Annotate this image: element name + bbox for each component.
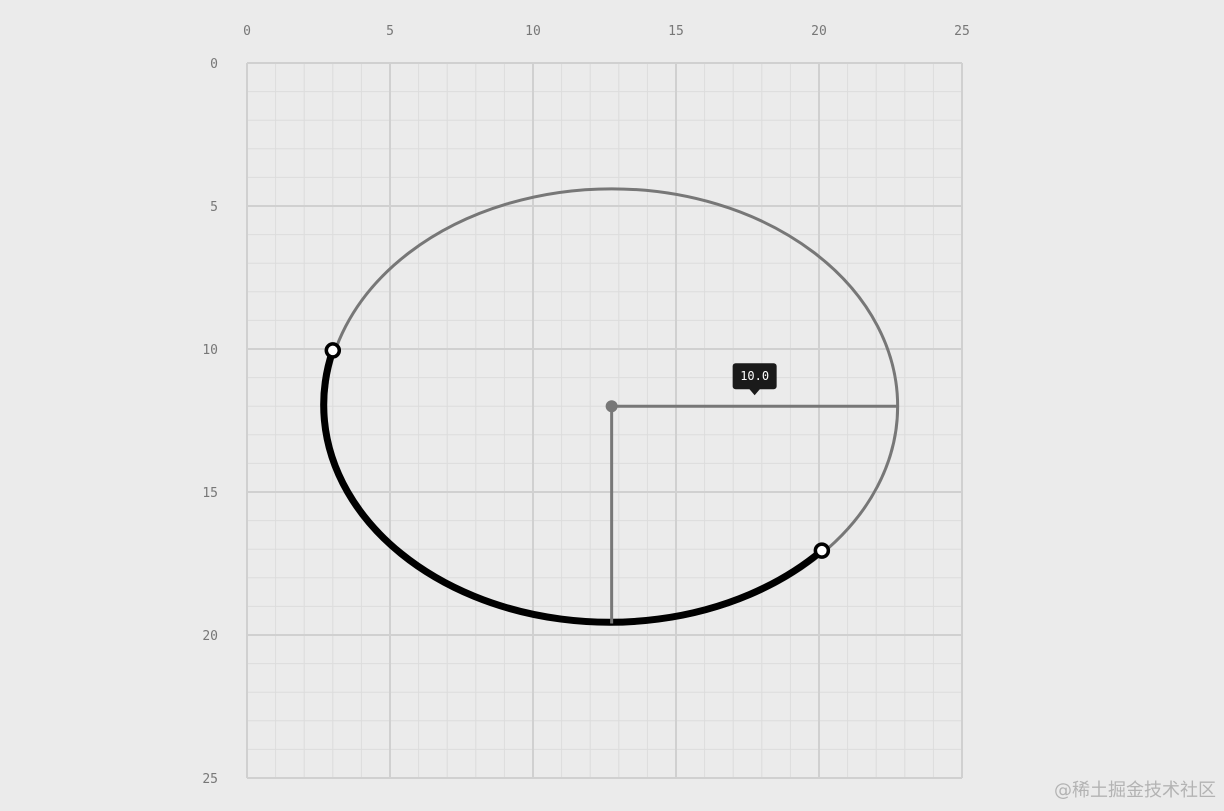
x-tick-label: 25 [954, 24, 970, 39]
x-tick-label: 5 [386, 24, 394, 39]
arc-end-handle[interactable] [813, 542, 831, 559]
major-grid [246, 62, 963, 779]
ellipse-arc [320, 346, 826, 626]
y-tick-label: 25 [202, 772, 218, 787]
y-tick-label: 10 [202, 343, 218, 358]
x-axis-tick-labels: 0 5 10 15 20 25 [243, 24, 970, 39]
x-tick-label: 20 [811, 24, 827, 39]
y-tick-label: 0 [210, 57, 218, 72]
x-tick-label: 10 [525, 24, 541, 39]
watermark-text: @稀土掘金技术社区 [1054, 780, 1216, 801]
center-point[interactable] [605, 400, 618, 413]
arc-start-handle[interactable] [324, 342, 342, 359]
minor-grid [247, 63, 962, 778]
x-tick-label: 15 [668, 24, 684, 39]
x-tick-label: 0 [243, 24, 251, 39]
radius-value-tooltip: 10.0 [732, 363, 777, 396]
y-tick-label: 20 [202, 629, 218, 644]
y-tick-label: 5 [210, 200, 218, 215]
y-axis-tick-labels: 0 5 10 15 20 25 [202, 57, 218, 787]
y-tick-label: 15 [202, 486, 218, 501]
radius-value-label: 10.0 [740, 369, 769, 383]
